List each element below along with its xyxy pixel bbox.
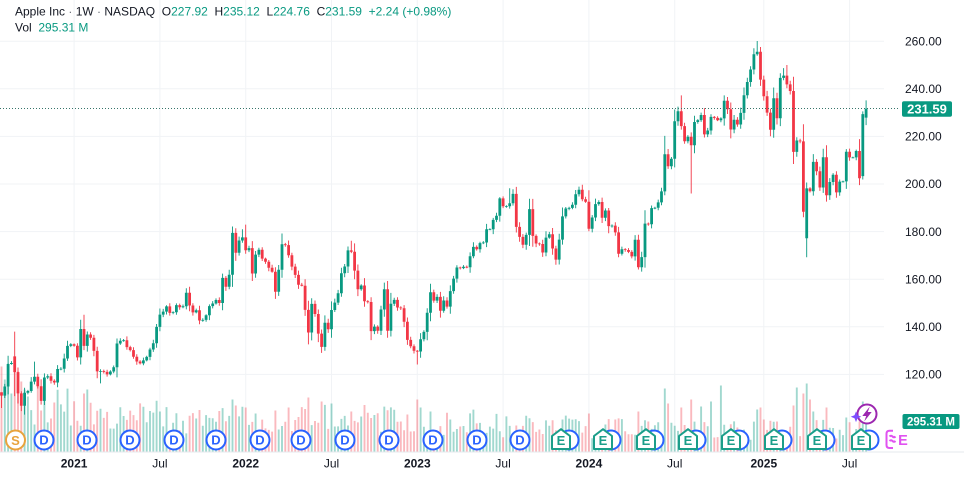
svg-text:200.00: 200.00: [905, 177, 942, 191]
svg-text:D: D: [211, 433, 220, 448]
svg-text:2023: 2023: [404, 457, 431, 471]
svg-text:Vol 295.31 M: Vol 295.31 M: [15, 21, 88, 35]
svg-text:2021: 2021: [61, 457, 88, 471]
svg-text:295.31 M: 295.31 M: [907, 417, 955, 429]
svg-text:180.00: 180.00: [905, 225, 942, 239]
svg-text:D: D: [515, 433, 524, 448]
svg-text:D: D: [384, 433, 393, 448]
svg-text:E: E: [813, 433, 822, 448]
svg-text:D: D: [296, 433, 305, 448]
svg-text:D: D: [472, 433, 481, 448]
svg-text:120.00: 120.00: [905, 368, 942, 382]
svg-text:240.00: 240.00: [905, 82, 942, 96]
svg-text:E: E: [898, 433, 908, 449]
svg-text:D: D: [428, 433, 437, 448]
svg-text:Jul: Jul: [152, 457, 167, 471]
svg-text:D: D: [169, 433, 178, 448]
svg-text:D: D: [125, 433, 134, 448]
svg-text:E: E: [642, 433, 651, 448]
svg-text:E: E: [857, 433, 866, 448]
svg-text:260.00: 260.00: [905, 34, 942, 48]
svg-text:2022: 2022: [232, 457, 259, 471]
svg-text:2025: 2025: [750, 457, 777, 471]
svg-text:2024: 2024: [576, 457, 603, 471]
svg-text:140.00: 140.00: [905, 320, 942, 334]
svg-text:D: D: [82, 433, 91, 448]
svg-text:D: D: [39, 433, 48, 448]
svg-text:E: E: [727, 433, 736, 448]
svg-text:Jul: Jul: [667, 457, 682, 471]
svg-text:D: D: [340, 433, 349, 448]
svg-text:E: E: [770, 433, 779, 448]
svg-text:E: E: [599, 433, 608, 448]
svg-text:160.00: 160.00: [905, 272, 942, 286]
svg-text:S: S: [11, 433, 20, 448]
svg-text:Jul: Jul: [324, 457, 339, 471]
svg-text:E: E: [684, 433, 693, 448]
svg-text:Jul: Jul: [842, 457, 857, 471]
svg-text:D: D: [255, 433, 264, 448]
svg-text:Apple Inc · 1W · NASDAQ O227.: Apple Inc · 1W · NASDAQ O227.92 H235.12 …: [15, 5, 451, 19]
svg-text:E: E: [557, 433, 566, 448]
svg-text:231.59: 231.59: [907, 102, 947, 117]
svg-text:Jul: Jul: [495, 457, 510, 471]
svg-text:220.00: 220.00: [905, 130, 942, 144]
